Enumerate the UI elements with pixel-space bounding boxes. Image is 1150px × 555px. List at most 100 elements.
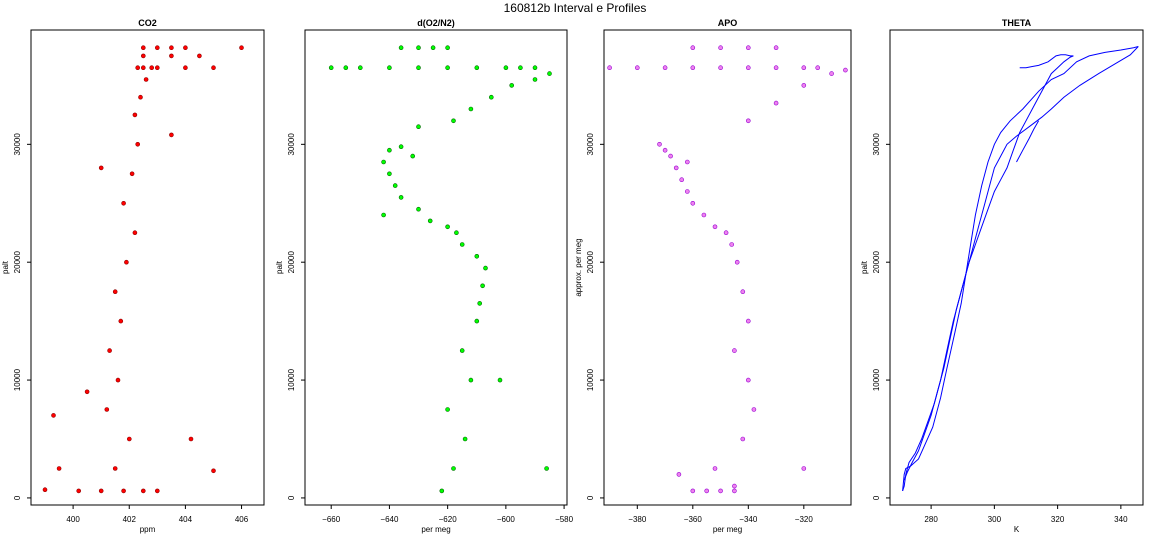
data-point <box>211 468 216 474</box>
y-tick-label: 20000 <box>287 251 296 274</box>
x-tick-label: 320 <box>1051 515 1065 524</box>
data-point <box>135 142 140 147</box>
y-tick-label: 30000 <box>13 133 22 156</box>
data-point <box>155 45 160 51</box>
series-line-3 <box>903 54 1074 481</box>
data-point <box>751 407 757 412</box>
data-point <box>398 144 404 149</box>
data-point <box>129 171 135 177</box>
data-point <box>416 124 421 129</box>
data-point <box>718 45 723 51</box>
chart-panel-3: APO −380 −360 −340 −320 0 10000 20000 30000 per m… <box>574 18 852 534</box>
x-tick-label: −660 <box>322 515 341 524</box>
data-point <box>732 348 737 353</box>
data-point <box>474 65 480 70</box>
data-point <box>684 159 690 165</box>
data-point <box>76 488 81 494</box>
data-point <box>84 389 90 395</box>
y-tick-label: 0 <box>13 495 22 500</box>
data-point <box>474 253 480 259</box>
data-point <box>509 83 515 88</box>
x-tick-label: 280 <box>924 515 938 524</box>
data-point <box>497 377 503 383</box>
data-point <box>773 45 779 51</box>
data-point <box>451 118 456 124</box>
data-point <box>732 488 737 494</box>
data-point <box>745 318 751 324</box>
data-point <box>712 466 718 471</box>
data-point <box>115 377 121 383</box>
data-point <box>445 224 450 230</box>
data-point <box>416 45 421 51</box>
data-marks <box>328 45 552 494</box>
data-point <box>183 65 188 70</box>
data-point <box>155 488 160 494</box>
data-point <box>801 83 807 88</box>
data-point <box>712 224 718 230</box>
data-point <box>141 488 146 494</box>
data-point <box>118 318 124 324</box>
data-point <box>745 45 751 51</box>
data-point <box>141 53 146 59</box>
data-point <box>690 65 696 70</box>
data-point <box>657 142 662 147</box>
data-point <box>410 153 416 159</box>
data-point <box>427 218 433 224</box>
data-point <box>701 212 707 218</box>
plot-frame <box>889 29 1144 506</box>
x-tick-label: 406 <box>235 515 249 524</box>
data-point <box>328 65 334 70</box>
data-point <box>124 259 129 265</box>
data-point <box>690 201 696 206</box>
data-point <box>829 71 834 76</box>
x-tick-label: −640 <box>380 515 399 524</box>
data-point <box>112 289 118 295</box>
x-axis-label: K <box>1014 525 1020 534</box>
data-point <box>51 413 56 418</box>
data-point <box>773 100 779 106</box>
data-point <box>381 159 386 165</box>
data-point <box>503 65 509 70</box>
figure-title: 160812b Interval e Profiles <box>504 1 647 15</box>
x-tick-label: −320 <box>795 515 814 524</box>
x-axis-label: ppm <box>140 525 156 534</box>
data-point <box>815 65 821 70</box>
data-point <box>42 487 48 493</box>
data-point <box>468 377 474 383</box>
data-point <box>801 65 807 70</box>
data-point <box>459 348 465 353</box>
y-tick-label: 30000 <box>872 133 881 156</box>
data-point <box>387 65 392 70</box>
plot-frame <box>304 29 568 506</box>
data-point <box>149 65 154 70</box>
data-point <box>132 112 138 118</box>
data-point <box>547 71 552 76</box>
y-tick-label: 10000 <box>13 368 22 391</box>
x-tick-label: −340 <box>739 515 758 524</box>
data-point <box>183 45 188 51</box>
data-point <box>690 45 696 51</box>
plot-frame <box>30 29 265 506</box>
y-tick-label: 20000 <box>872 251 881 274</box>
data-point <box>532 65 538 70</box>
data-point <box>143 77 149 82</box>
panel-title: THETA <box>1002 18 1032 28</box>
y-tick-label: 10000 <box>586 368 595 391</box>
chart-panel-2: d(O2/N2) −660 −640 −620 −600 −580 0 10000 20000 3… <box>275 18 574 534</box>
data-point <box>132 230 138 235</box>
data-point <box>459 242 465 247</box>
data-point <box>104 407 110 412</box>
data-point <box>451 466 456 471</box>
y-axis-label: palt <box>275 260 284 274</box>
data-point <box>684 189 690 194</box>
x-tick-label: −380 <box>628 515 647 524</box>
data-point <box>488 94 494 100</box>
x-axis-label: per meg <box>421 525 450 534</box>
y-tick-label: 0 <box>586 495 595 500</box>
y-tick-label: 0 <box>872 495 881 500</box>
data-point <box>121 488 126 494</box>
